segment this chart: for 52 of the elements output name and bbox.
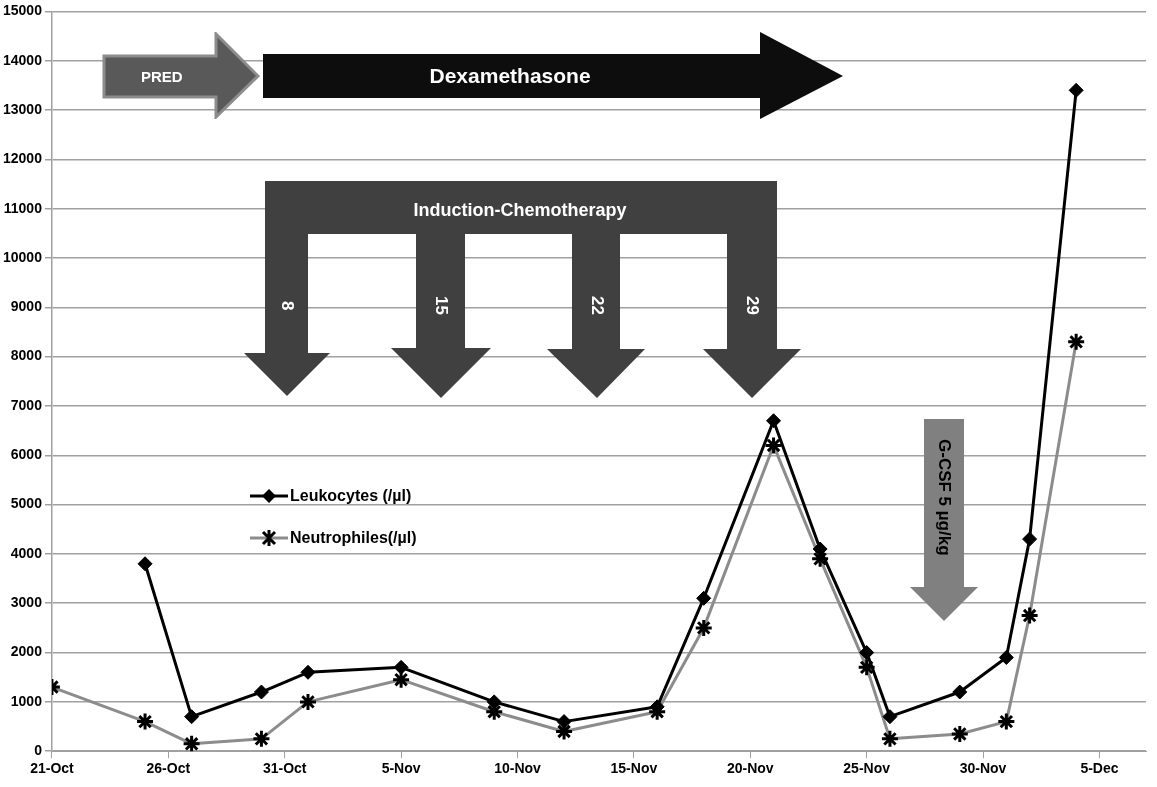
y-tick-label: 11000: [3, 199, 43, 216]
point: [812, 541, 828, 557]
y-tick-label: 12000: [2, 150, 43, 167]
point: [998, 649, 1014, 665]
point: [486, 694, 502, 710]
x-tick-label: 10-Nov: [494, 760, 542, 777]
y-tick-label: 2000: [10, 643, 43, 660]
y-tick-label: 6000: [10, 446, 43, 463]
annotation: 29: [742, 295, 762, 315]
point: [859, 645, 875, 661]
x-tick-label: 5-Dec: [1080, 760, 1119, 777]
x-tick-label: 15-Nov: [610, 760, 658, 777]
point: [556, 714, 572, 730]
legend-label: Neutrophiles(/µl): [290, 529, 417, 547]
point: [696, 590, 712, 606]
y-tick-label: 4000: [10, 544, 43, 561]
x-tick-label: 25-Nov: [843, 760, 891, 777]
point: [300, 664, 316, 680]
point: [882, 709, 898, 725]
x-tick-label: 20-Nov: [726, 760, 774, 777]
legend-label: Leukocytes (/µl): [290, 487, 412, 505]
point: [393, 659, 409, 675]
y-tick-label: 8000: [10, 347, 43, 364]
y-tick-label: 9000: [10, 298, 43, 315]
annotation: 8: [277, 300, 297, 310]
y-tick-label: 14000: [2, 51, 43, 68]
annotation: PRED: [141, 67, 183, 85]
point: [1068, 82, 1084, 98]
y-tick-label: 7000: [10, 396, 43, 413]
point: [766, 413, 782, 429]
y-tick-label: 0: [34, 742, 43, 759]
annotation: 22: [587, 295, 607, 315]
point: [184, 709, 200, 725]
y-tick-label: 10000: [2, 248, 43, 265]
y-tick-label: 1000: [10, 692, 43, 709]
point: [253, 684, 269, 700]
annotation: Dexamethasone: [429, 64, 591, 88]
y-tick-label: 5000: [10, 495, 43, 512]
annotation: 15: [431, 295, 451, 315]
point: [137, 556, 153, 572]
x-tick-label: 31-Oct: [262, 760, 307, 777]
point: [1022, 531, 1038, 547]
x-tick-label: 21-Oct: [30, 760, 75, 777]
point: [952, 684, 968, 700]
y-tick-label: 3000: [10, 594, 43, 611]
x-tick-label: 26-Oct: [146, 760, 191, 777]
x-tick-label: 5-Nov: [381, 760, 421, 777]
x-tick-label: 30-Nov: [959, 760, 1007, 777]
annotation: G-CSF 5 µg/kg: [934, 438, 954, 556]
y-tick-label: 15000: [2, 2, 43, 19]
y-tick-label: 13000: [2, 100, 43, 117]
annotation: Induction-Chemotherapy: [413, 199, 627, 221]
